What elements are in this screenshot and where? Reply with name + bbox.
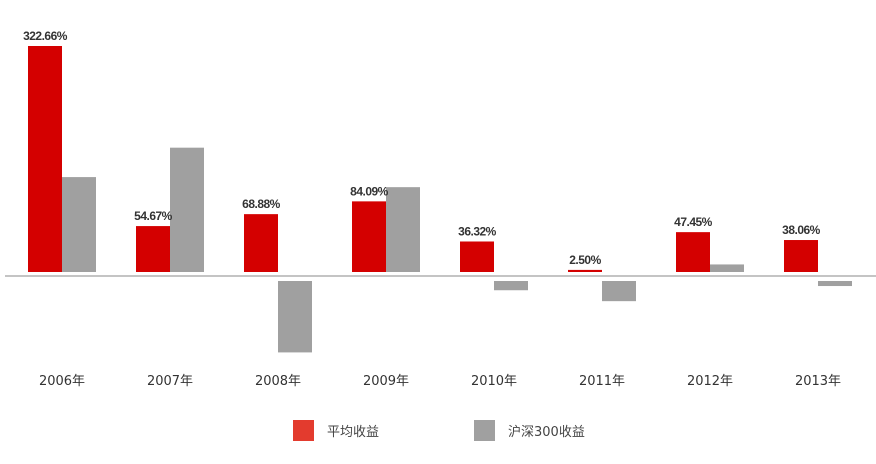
- bar-csi300-return: [494, 281, 528, 291]
- data-label: 54.67%: [134, 209, 173, 223]
- bar-csi300-return: [818, 281, 852, 287]
- legend-label-csi300: 沪深300收益: [508, 424, 585, 440]
- data-label: 47.45%: [674, 215, 713, 229]
- data-label: 68.88%: [242, 197, 281, 211]
- legend-label-avg: 平均收益: [327, 425, 379, 440]
- bar-csi300-return: [278, 281, 312, 353]
- bar-avg-return: [460, 241, 494, 272]
- bar-csi300-return: [170, 147, 204, 272]
- legend-swatch-avg: [293, 420, 314, 441]
- data-label: 36.32%: [458, 224, 497, 238]
- x-tick-label: 2008年: [255, 374, 301, 389]
- bar-csi300-return: [62, 177, 96, 272]
- data-label: 2.50%: [569, 253, 601, 267]
- data-label: 84.09%: [350, 184, 389, 198]
- bar-csi300-return: [710, 264, 744, 272]
- x-tick-label: 2010年: [471, 374, 517, 389]
- legend-swatch-csi300: [474, 420, 495, 441]
- bar-avg-return: [28, 46, 62, 272]
- bar-avg-return: [136, 226, 170, 272]
- x-tick-label: 2011年: [579, 374, 625, 389]
- data-label: 38.06%: [782, 223, 821, 237]
- bar-avg-return: [676, 232, 710, 272]
- x-tick-label: 2007年: [147, 374, 193, 389]
- bar-avg-return: [244, 214, 278, 272]
- legend: 平均收益 沪深300收益: [293, 420, 585, 441]
- bar-avg-return: [568, 269, 602, 272]
- x-tick-label: 2006年: [39, 374, 85, 389]
- bar-avg-return: [784, 240, 818, 272]
- bar-avg-return: [352, 201, 386, 272]
- bar-csi300-return: [602, 281, 636, 302]
- x-tick-label: 2009年: [363, 374, 409, 389]
- x-tick-label: 2012年: [687, 374, 733, 389]
- bar-csi300-return: [386, 187, 420, 272]
- x-tick-label: 2013年: [795, 374, 841, 389]
- data-label: 322.66%: [23, 29, 68, 43]
